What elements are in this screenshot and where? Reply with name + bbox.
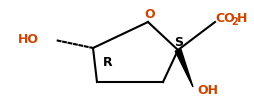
Polygon shape	[174, 49, 192, 87]
Text: R: R	[103, 56, 112, 68]
Text: HO: HO	[18, 33, 39, 46]
Text: 2: 2	[230, 17, 237, 27]
Text: O: O	[144, 8, 154, 21]
Text: H: H	[236, 13, 246, 26]
Text: CO: CO	[214, 13, 234, 26]
Text: S: S	[173, 36, 182, 49]
Text: OH: OH	[196, 83, 217, 96]
